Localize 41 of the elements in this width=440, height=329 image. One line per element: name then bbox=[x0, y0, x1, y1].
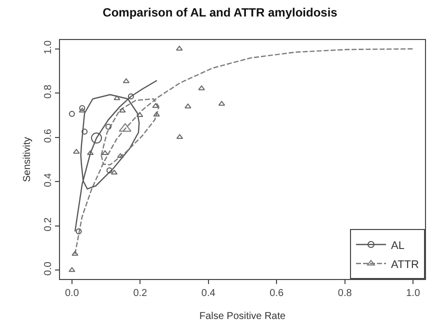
point bbox=[153, 112, 160, 117]
legend-label: ATTR bbox=[391, 258, 419, 271]
x-tick-label: 0.0 bbox=[64, 288, 80, 299]
point bbox=[76, 228, 82, 234]
x-tick-label: 0.4 bbox=[201, 288, 216, 299]
point bbox=[68, 110, 75, 117]
y-tick-label: 1.0 bbox=[43, 40, 54, 54]
point bbox=[72, 148, 80, 154]
y-tick-label: 0.2 bbox=[43, 217, 54, 232]
chart-title: Comparison of AL and ATTR amyloidosis bbox=[102, 6, 338, 20]
x-tick-label: 1.0 bbox=[406, 288, 420, 299]
point bbox=[72, 250, 78, 256]
legend-label: AL bbox=[391, 240, 404, 252]
x-tick-label: 0.2 bbox=[133, 288, 148, 299]
point bbox=[176, 46, 183, 51]
y-tick-label: 0.4 bbox=[43, 172, 54, 188]
point bbox=[106, 167, 112, 174]
point bbox=[119, 108, 126, 113]
x-tick-label: 0.8 bbox=[338, 288, 352, 299]
point bbox=[102, 150, 108, 156]
point bbox=[68, 267, 76, 272]
point bbox=[184, 104, 192, 108]
y-tick-label: 0.6 bbox=[43, 128, 54, 143]
y-tick-label: 0.0 bbox=[43, 261, 54, 276]
point bbox=[79, 105, 86, 112]
point bbox=[218, 100, 226, 106]
point bbox=[198, 85, 205, 90]
x-tick-label: 0.6 bbox=[270, 288, 284, 299]
point bbox=[86, 150, 94, 156]
point bbox=[128, 93, 134, 100]
point bbox=[78, 108, 86, 113]
y-axis-title: Sensitivity bbox=[22, 136, 33, 182]
point bbox=[152, 103, 159, 108]
point bbox=[114, 95, 120, 100]
point bbox=[110, 170, 118, 175]
point bbox=[105, 124, 112, 130]
x-axis-title: False Positive Rate bbox=[199, 311, 286, 322]
point bbox=[82, 128, 88, 135]
point bbox=[122, 78, 130, 84]
point bbox=[91, 132, 102, 144]
y-tick-label: 0.8 bbox=[43, 84, 54, 99]
